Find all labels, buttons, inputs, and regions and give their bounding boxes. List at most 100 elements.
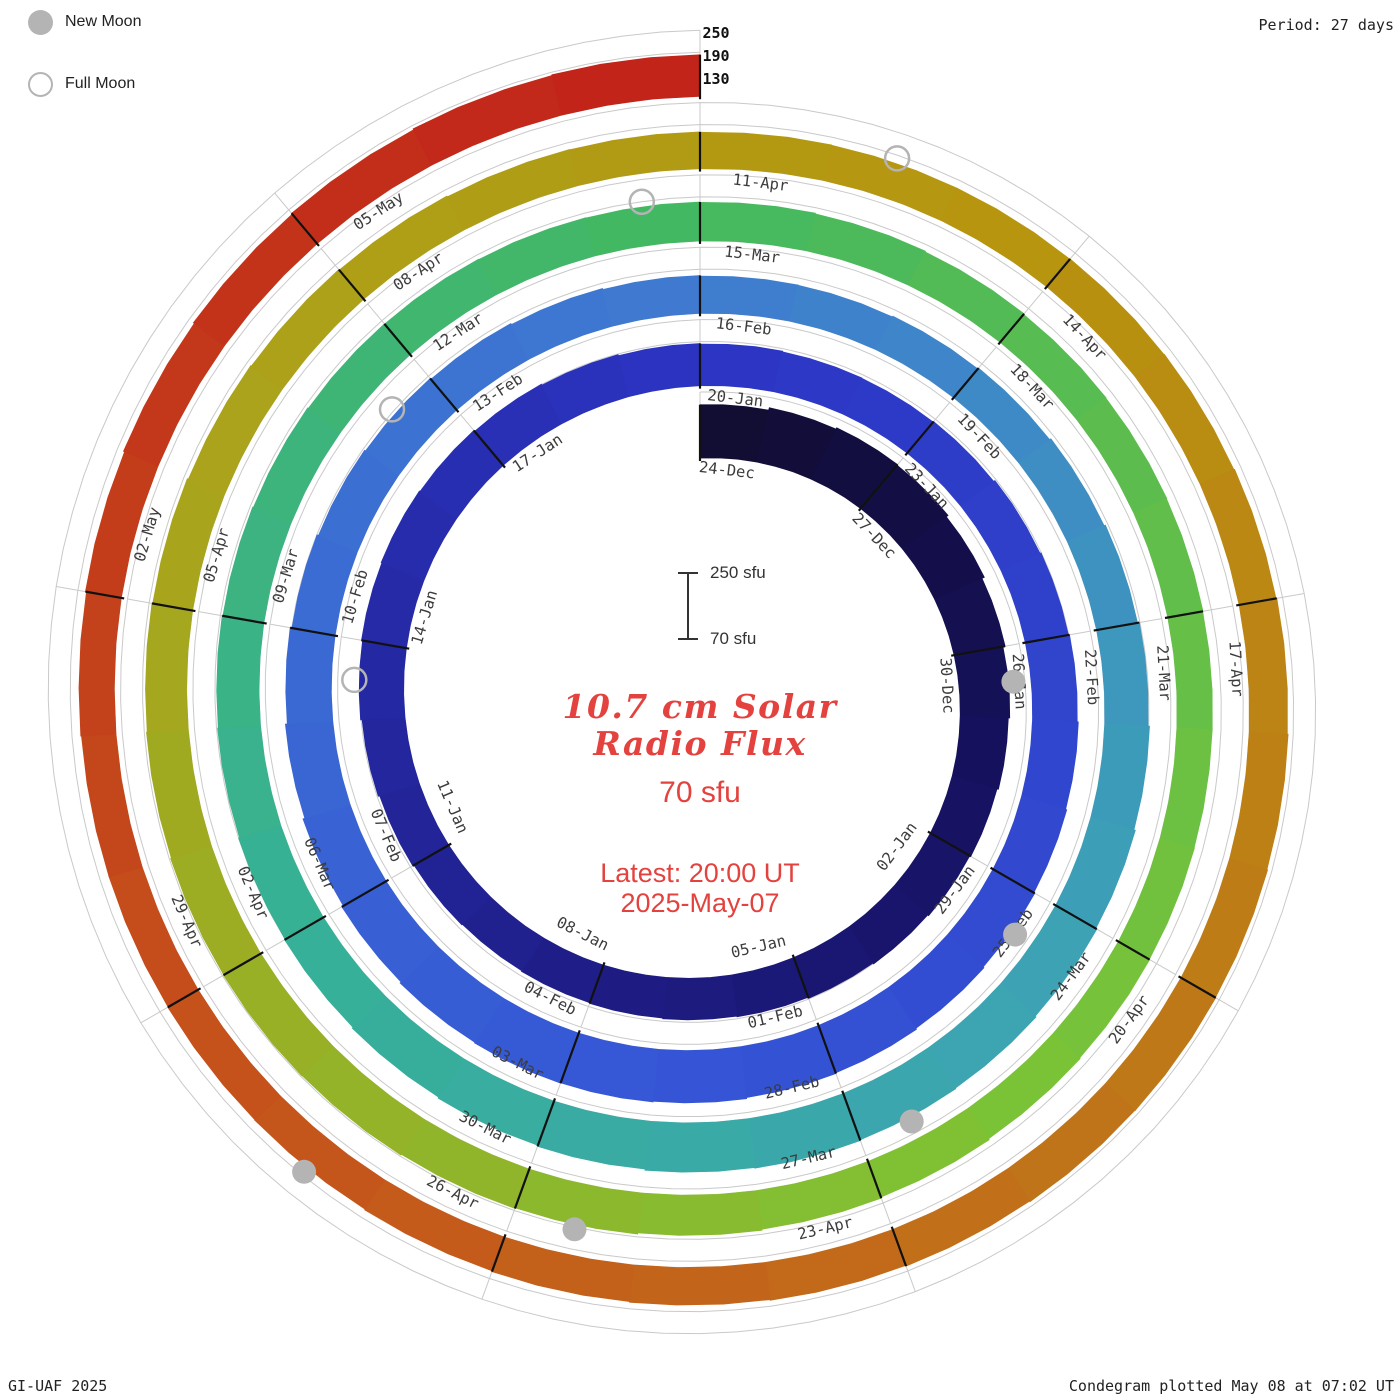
date-tick (513, 1165, 532, 1209)
flux-bar (699, 275, 799, 322)
date-tick (341, 878, 390, 908)
radial-axis-label-130: 130 (702, 70, 730, 88)
flux-bar (284, 720, 351, 819)
new-moon-marker (899, 1109, 924, 1134)
flux-bar (748, 1093, 861, 1169)
flux-bar (793, 926, 874, 999)
date-tick (890, 1226, 908, 1267)
flux-bar (1024, 634, 1078, 723)
date-tick (951, 645, 1006, 657)
chart-title-line2: Radio Flux (593, 724, 807, 763)
flux-bar (510, 287, 612, 360)
flux-bar (765, 1229, 907, 1301)
flux-bar (473, 997, 580, 1084)
date-label: 22-Feb (1081, 649, 1102, 706)
flux-bar (1007, 1082, 1136, 1203)
flux-bar (217, 725, 282, 839)
flux-bar (1238, 597, 1288, 735)
full-moon-marker (378, 396, 406, 423)
flux-bar (662, 974, 738, 1021)
flux-bar (78, 591, 122, 737)
date-tick (1052, 902, 1098, 931)
flux-bar (1229, 731, 1289, 871)
new-moon-marker (292, 1159, 317, 1184)
flux-bar (380, 490, 457, 582)
latest-time: Latest: 20:00 UT (600, 858, 800, 888)
flux-scale-cap-bottom (678, 638, 698, 640)
flux-bar (637, 1190, 763, 1236)
period-label: Period: 27 days (1258, 16, 1394, 34)
credit-label: GI-UAF 2025 (8, 1377, 108, 1395)
date-label: 15-Mar (723, 242, 781, 266)
flux-scale-bar (687, 573, 689, 640)
flux-bar (478, 217, 596, 296)
flux-bar (789, 284, 893, 351)
flux-bar (894, 832, 971, 917)
date-tick (284, 915, 327, 941)
day-ticks (85, 54, 1277, 1272)
flux-bar (1199, 468, 1277, 606)
flux-bar (520, 937, 605, 1004)
date-tick (85, 590, 125, 600)
date-tick (361, 639, 410, 650)
flux-bar (902, 516, 985, 600)
latest-date: 2025-May-07 (620, 888, 780, 918)
flux-bar (1180, 858, 1269, 999)
flux-bar (537, 1100, 652, 1170)
flux-bar (822, 144, 958, 221)
date-label: 30-Dec (936, 657, 957, 714)
legend-new-moon-label: New Moon (65, 13, 142, 30)
full-moon-marker (341, 666, 368, 694)
date-tick (1093, 621, 1140, 632)
flux-bar (430, 322, 530, 411)
date-tick (290, 626, 339, 638)
flux-bar (302, 804, 387, 907)
date-tick (950, 367, 980, 401)
new-moon-marker (1003, 922, 1028, 947)
radial-axis-label-250: 250 (702, 24, 730, 42)
flux-bar (399, 946, 505, 1043)
flux-scale-top-label: 250 sfu (710, 563, 766, 582)
date-tick (222, 614, 267, 625)
legend-new-moon: New Moon (28, 8, 141, 36)
flux-bar (1096, 622, 1149, 727)
flux-bar (806, 213, 926, 286)
date-tick (865, 1158, 883, 1199)
legend-full-moon: Full Moon (28, 70, 141, 98)
new-moon-marker (1001, 669, 1026, 694)
flux-bar (222, 506, 292, 624)
legend-full-moon-label: Full Moon (65, 75, 136, 92)
flux-bar (338, 195, 465, 300)
date-label: 11-Apr (732, 171, 790, 195)
flux-scale-cap-top (678, 572, 698, 574)
flux-bar (953, 646, 1011, 719)
full-moon-icon (28, 71, 53, 97)
flux-bar (699, 131, 832, 181)
flux-bar (699, 343, 784, 392)
flux-bar (1018, 438, 1105, 543)
full-moon-marker (883, 145, 911, 172)
flux-bar (1066, 524, 1138, 631)
flux-bar (152, 478, 225, 611)
date-tick (857, 463, 899, 512)
date-tick (290, 212, 320, 247)
date-label: 11-Jan (433, 778, 472, 837)
date-label: 05-Jan (729, 931, 788, 961)
date-tick (1044, 258, 1071, 290)
date-tick (1115, 939, 1151, 961)
flux-bar (252, 407, 341, 525)
flux-bar (644, 1118, 756, 1173)
new-moon-marker (562, 1217, 587, 1242)
date-tick (151, 602, 196, 613)
date-tick (1022, 633, 1070, 645)
date-tick (904, 420, 935, 457)
date-tick (816, 1022, 837, 1074)
date-tick (559, 1029, 581, 1084)
full-moon-marker (628, 188, 656, 216)
plotted-timestamp: Condegram plotted May 08 at 07:02 UT (1068, 1377, 1394, 1395)
date-label: 21-Mar (1153, 645, 1174, 702)
flux-bar (907, 251, 1025, 343)
date-tick (337, 268, 367, 303)
flux-bar (551, 54, 701, 116)
